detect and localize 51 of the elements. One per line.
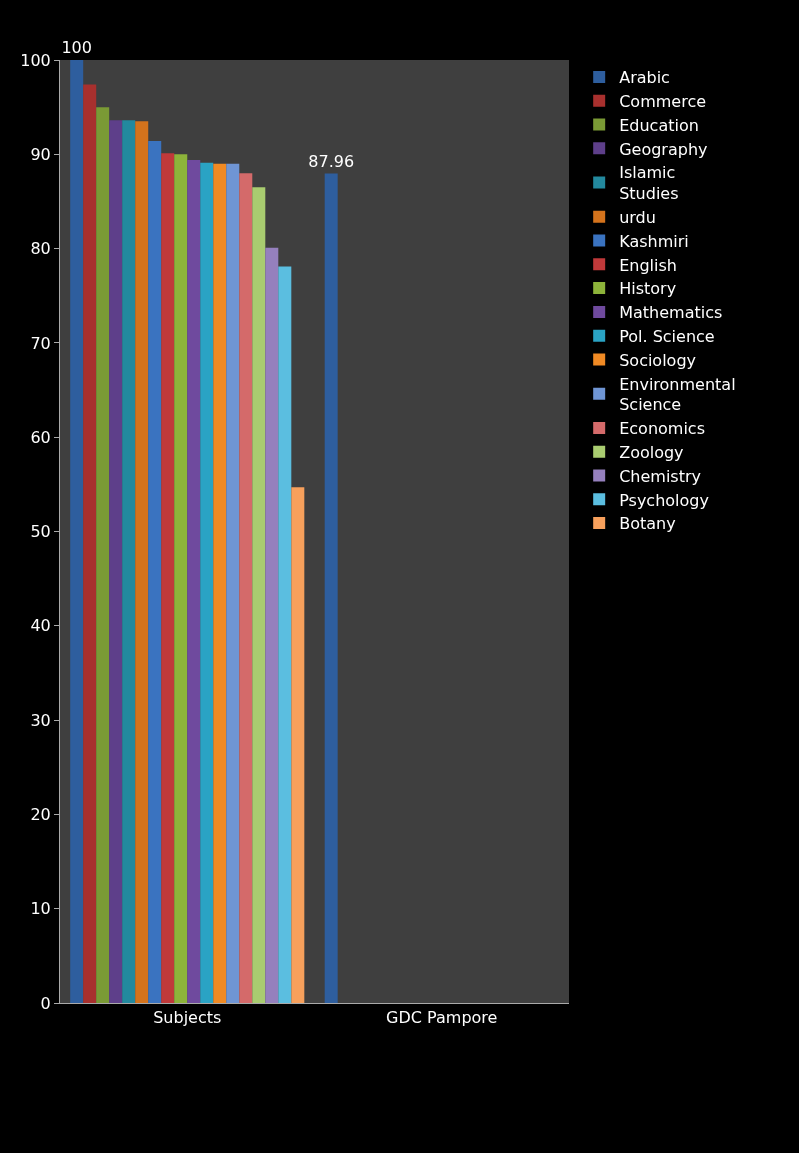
bar bbox=[70, 60, 84, 1003]
bar bbox=[239, 173, 253, 1003]
data-label: 100 bbox=[61, 38, 92, 57]
y-tick-label: 70 bbox=[30, 333, 51, 353]
legend-label: Kashmiri bbox=[619, 231, 689, 251]
bar bbox=[213, 163, 227, 1003]
legend-label: English bbox=[619, 255, 677, 275]
legend-label: Sociology bbox=[619, 350, 697, 370]
bar bbox=[161, 153, 175, 1003]
y-tick-label: 50 bbox=[30, 522, 51, 542]
legend-label: Environmental Science bbox=[619, 374, 736, 415]
legend-label: Chemistry bbox=[619, 466, 702, 486]
y-tick-label: 100 bbox=[20, 50, 51, 70]
bar bbox=[278, 266, 292, 1003]
legend-label: Arabic bbox=[619, 68, 670, 88]
y-tick-label: 0 bbox=[40, 993, 51, 1013]
bar bbox=[174, 154, 188, 1003]
legend-label: Mathematics bbox=[619, 303, 723, 323]
bar bbox=[324, 173, 338, 1003]
y-tick-label: 20 bbox=[30, 805, 51, 824]
bar bbox=[109, 120, 123, 1003]
y-tick-label: 80 bbox=[30, 239, 51, 259]
bar bbox=[96, 107, 110, 1003]
legend-label: Psychology bbox=[619, 490, 709, 510]
x-tick-label: GDC Pampore bbox=[386, 1008, 498, 1028]
legend-label: urdu bbox=[619, 207, 656, 227]
legend-label: Geography bbox=[619, 139, 708, 159]
bar bbox=[148, 141, 162, 1003]
bar bbox=[252, 187, 266, 1003]
bar bbox=[83, 84, 97, 1003]
legend-label: Education bbox=[619, 115, 699, 135]
bar bbox=[226, 163, 240, 1003]
y-tick-label: 90 bbox=[30, 144, 51, 164]
x-tick-label: Subjects bbox=[153, 1008, 222, 1028]
legend-label: History bbox=[619, 279, 677, 299]
legend-label: Zoology bbox=[619, 442, 684, 462]
y-tick-label: 60 bbox=[30, 427, 51, 447]
bar bbox=[135, 121, 149, 1003]
bar bbox=[122, 120, 136, 1003]
data-label: 87.96 bbox=[308, 151, 355, 171]
y-tick-label: 10 bbox=[30, 899, 51, 919]
legend-label: Commerce bbox=[619, 91, 707, 111]
bar bbox=[187, 159, 201, 1003]
y-tick-label: 40 bbox=[30, 616, 51, 636]
legend-label: Pol. Science bbox=[619, 326, 715, 346]
bar bbox=[200, 162, 214, 1003]
legend-label: Botany bbox=[619, 514, 676, 534]
y-tick-label: 30 bbox=[30, 710, 51, 730]
bar bbox=[265, 247, 279, 1003]
legend-label: Economics bbox=[619, 419, 705, 439]
bar bbox=[291, 487, 305, 1003]
